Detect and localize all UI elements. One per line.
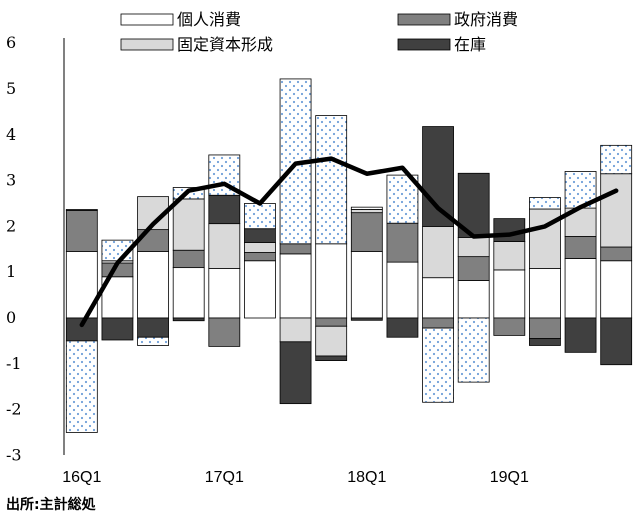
bar-segment (101, 317, 134, 341)
x-axis: 16Q1 17Q1 18Q1 19Q1 (62, 469, 529, 486)
bar-segment (386, 222, 419, 263)
legend-label: 個人消費 (177, 10, 241, 29)
bar-segment (493, 241, 526, 271)
bar-segment (564, 317, 597, 353)
legend-swatch (397, 13, 451, 26)
y-tick-label: -3 (6, 445, 22, 464)
bar-segment (315, 243, 348, 319)
bar-segment (386, 261, 419, 319)
plot-area (65, 78, 633, 433)
bar-segment (315, 325, 348, 357)
bar-segment (457, 256, 490, 281)
bar-segment (422, 277, 454, 319)
legend-swatch (120, 13, 174, 26)
bar-segment (422, 126, 454, 227)
bar-segment (279, 341, 312, 405)
y-tick-label: -2 (6, 400, 22, 419)
line-series (79, 156, 619, 328)
bar-segment (208, 317, 241, 347)
x-tick-label: 17Q1 (205, 469, 244, 486)
bar-segment (529, 268, 561, 319)
x-tick-label: 18Q1 (347, 469, 386, 486)
bar-segment (457, 317, 490, 383)
bar-segment (457, 236, 490, 258)
x-tick-label: 19Q1 (490, 469, 529, 486)
bar-segment (172, 198, 205, 251)
bar-segment (564, 258, 597, 319)
bar-segment (208, 194, 241, 225)
bar-segment (279, 243, 312, 255)
bar-segment (172, 267, 205, 319)
bar-segment (529, 317, 561, 340)
y-tick-label: -1 (6, 354, 22, 373)
bar-segment (529, 197, 561, 210)
legend-swatch (120, 38, 174, 51)
bar-segment (208, 268, 241, 319)
bar-segment (600, 260, 633, 319)
y-axis: 6 5 4 3 2 1 0 -1 -2 -3 (6, 33, 65, 464)
bar-segment (315, 355, 348, 361)
bar-segment (172, 317, 205, 322)
y-tick-label: 0 (6, 308, 16, 327)
bar-segment (422, 317, 454, 329)
legend-label: 政府消費 (454, 10, 518, 29)
bar-segment (244, 242, 276, 253)
bar-segment (137, 251, 169, 319)
bar-segment (315, 115, 348, 245)
bar-segment (244, 252, 276, 262)
bar-segment (422, 327, 454, 403)
source-note: 出所:主計総処 (6, 496, 97, 512)
bar-segment (350, 209, 383, 214)
bar-segment (386, 174, 419, 224)
bar-segment (350, 212, 383, 252)
bar-segment (422, 225, 454, 279)
bar-segment (493, 269, 526, 319)
bar-segment (244, 203, 276, 230)
bar-segment (244, 228, 276, 243)
bar-segment (493, 317, 526, 336)
legend-label: 在庫 (454, 35, 486, 54)
bar-segment (600, 246, 633, 262)
bar-segment (386, 317, 419, 338)
bar-segment (137, 336, 169, 346)
legend-swatch (397, 38, 451, 51)
bar-segment (279, 317, 312, 343)
y-tick-label: 1 (6, 262, 16, 281)
bar-segment (529, 208, 561, 269)
bar-segment (350, 206, 383, 210)
y-tick-label: 4 (6, 125, 16, 144)
bar-segment (600, 144, 633, 175)
bar-segment (137, 317, 169, 338)
y-tick-label: 2 (6, 216, 16, 235)
y-tick-label: 5 (6, 79, 16, 98)
x-tick-label: 16Q1 (62, 469, 101, 486)
bar-segment (350, 317, 383, 321)
bar-segment (65, 209, 98, 211)
bar-segment (65, 209, 98, 252)
bar-segment (208, 223, 241, 269)
bar-segment (315, 317, 348, 327)
bar-segment (244, 260, 276, 319)
bar-segment (350, 251, 383, 319)
bar-segment (564, 207, 597, 237)
bar-segment (600, 317, 633, 366)
legend-label: 固定資本形成 (177, 35, 273, 54)
bar-segment (65, 340, 98, 433)
bar-segment (279, 253, 312, 319)
bar-segment (564, 236, 597, 259)
y-tick-label: 6 (6, 33, 16, 52)
bar-segment (600, 173, 633, 248)
bar-segment (529, 338, 561, 346)
y-tick-label: 3 (6, 171, 16, 190)
bar-segment (457, 280, 490, 319)
bar-segment (172, 249, 205, 269)
